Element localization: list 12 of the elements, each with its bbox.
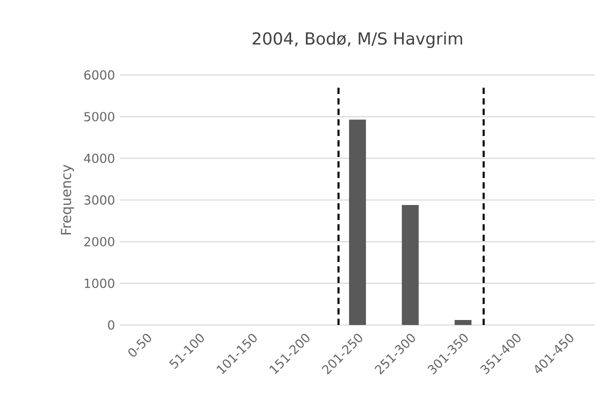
bar xyxy=(349,120,366,325)
y-tick-label: 5000 xyxy=(84,112,114,122)
y-tick-label: 4000 xyxy=(84,154,114,164)
y-axis-title: Frequency xyxy=(60,164,74,234)
y-tick-label: 0 xyxy=(108,320,114,330)
y-tick-label: 3000 xyxy=(84,195,114,205)
y-tick-label: 2000 xyxy=(84,236,114,246)
bar xyxy=(454,320,472,325)
y-tick-label: 6000 xyxy=(84,70,114,80)
y-tick-label: 1000 xyxy=(84,278,114,288)
chart-title: 2004, Bodø, M/S Havgrim xyxy=(252,32,462,48)
bar xyxy=(402,205,419,325)
